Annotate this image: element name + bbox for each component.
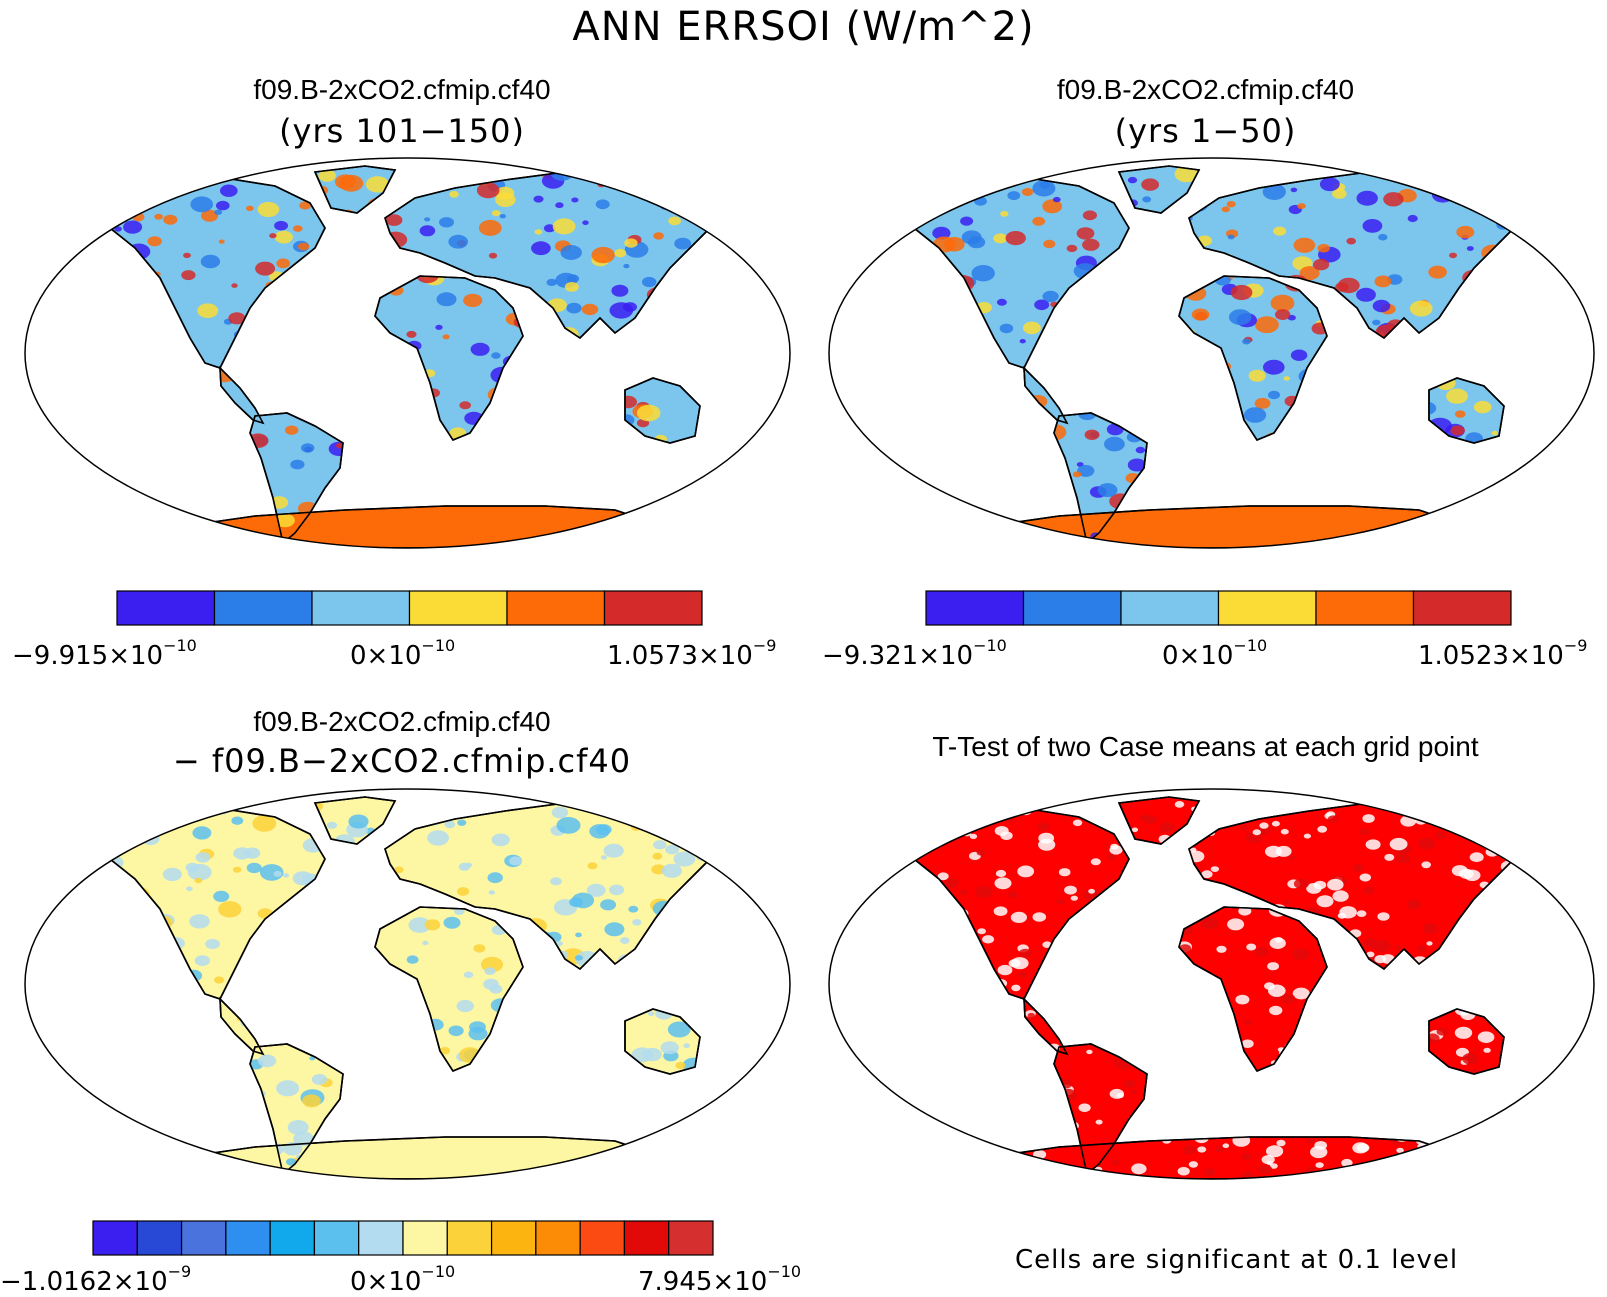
africa-landmass-coastline xyxy=(1178,275,1328,441)
map-border xyxy=(24,788,791,1180)
australia-landmass-coastline xyxy=(624,377,701,444)
colorbar-swatch xyxy=(579,1220,626,1256)
australia-landmass-coastline xyxy=(1428,377,1505,444)
africa-landmass-coastline xyxy=(374,275,524,441)
australia-landmass-coastline xyxy=(1428,1008,1505,1075)
colorbar-swatch xyxy=(311,590,411,626)
significance-note: Cells are significant at 0.1 level xyxy=(1015,1245,1459,1275)
panel1-title: f09.B-2xCO2.cfmip.cf40 xyxy=(253,74,551,105)
colorbar-swatch xyxy=(1022,590,1122,626)
colorbar-swatch xyxy=(535,1220,581,1256)
africa-landmass-coastline xyxy=(1178,906,1328,1072)
colorbar-swatch xyxy=(225,1220,271,1256)
panel2-subtitle: (yrs 1−50) xyxy=(1114,112,1297,150)
panel2-colorbar-min-label: −9.321×10−10 xyxy=(822,636,1007,671)
colorbar-swatch xyxy=(623,1220,670,1256)
colorbar-swatch xyxy=(402,1220,448,1256)
colorbar-swatch xyxy=(313,1220,360,1256)
panel2-colorbar-max-label: 1.0523×10−9 xyxy=(1418,636,1588,671)
panel1-subtitle: (yrs 101−150) xyxy=(279,112,525,150)
colorbar-swatch xyxy=(1315,590,1415,626)
africa-landmass-coastline xyxy=(374,906,524,1072)
colorbar-swatch xyxy=(92,1220,138,1256)
colorbar-swatch xyxy=(1412,590,1512,626)
panel1-colorbar-min-label: −9.915×10−10 xyxy=(12,636,197,671)
colorbar-swatch xyxy=(603,590,703,626)
colorbar-swatch xyxy=(136,1220,183,1256)
panel1-colorbar-max-label: 1.0573×10−9 xyxy=(607,636,777,671)
panel3-subtitle: − f09.B−2xCO2.cfmip.cf40 xyxy=(172,742,632,780)
north-america-landmass-coastline xyxy=(104,808,326,1000)
panel1-colorbar-mid-label: 0×10−10 xyxy=(350,636,456,671)
colorbar-swatch xyxy=(1120,590,1220,626)
greenland-landmass-coastline xyxy=(1117,165,1201,214)
map-border xyxy=(828,157,1595,549)
colorbar-swatch xyxy=(668,1220,714,1256)
north-america-landmass-coastline xyxy=(908,808,1130,1000)
central-america-landmass-coastline xyxy=(1023,996,1069,1056)
colorbar-swatch xyxy=(446,1220,493,1256)
central-america-landmass-coastline xyxy=(219,996,265,1056)
central-america-landmass-coastline xyxy=(1023,365,1069,425)
map-border xyxy=(24,157,791,549)
australia-landmass-coastline xyxy=(624,1008,701,1075)
greenland-landmass-coastline xyxy=(313,165,397,214)
panel2-colorbar-mid-label: 0×10−10 xyxy=(1162,636,1268,671)
greenland-landmass-coastline xyxy=(1117,796,1201,845)
north-america-landmass-coastline xyxy=(104,177,326,369)
colorbar-swatch xyxy=(925,590,1025,626)
colorbar-swatch xyxy=(490,1220,537,1256)
panel2-title: f09.B-2xCO2.cfmip.cf40 xyxy=(1056,74,1355,105)
colorbar-swatch xyxy=(116,590,216,626)
north-america-landmass-coastline xyxy=(908,177,1130,369)
panel4-title: T-Test of two Case means at each grid po… xyxy=(932,731,1479,762)
colorbar-swatch xyxy=(1217,590,1317,626)
greenland-landmass xyxy=(1117,796,1201,845)
figure-title: ANN ERRSOI (W/m^2) xyxy=(572,4,1035,50)
central-america-landmass-coastline xyxy=(219,365,265,425)
colorbar-swatch xyxy=(269,1220,316,1256)
central-america-landmass xyxy=(1023,996,1069,1056)
greenland-landmass-coastline xyxy=(313,796,397,845)
map-border xyxy=(828,788,1595,1180)
colorbar-swatch xyxy=(358,1220,404,1256)
north-america-landmass xyxy=(908,808,1130,1000)
panel3-title: f09.B-2xCO2.cfmip.cf40 xyxy=(253,706,551,737)
